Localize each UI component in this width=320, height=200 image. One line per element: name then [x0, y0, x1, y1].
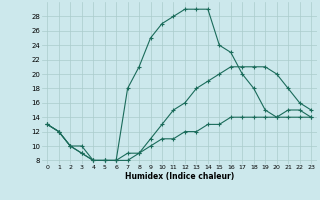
X-axis label: Humidex (Indice chaleur): Humidex (Indice chaleur): [124, 172, 234, 181]
